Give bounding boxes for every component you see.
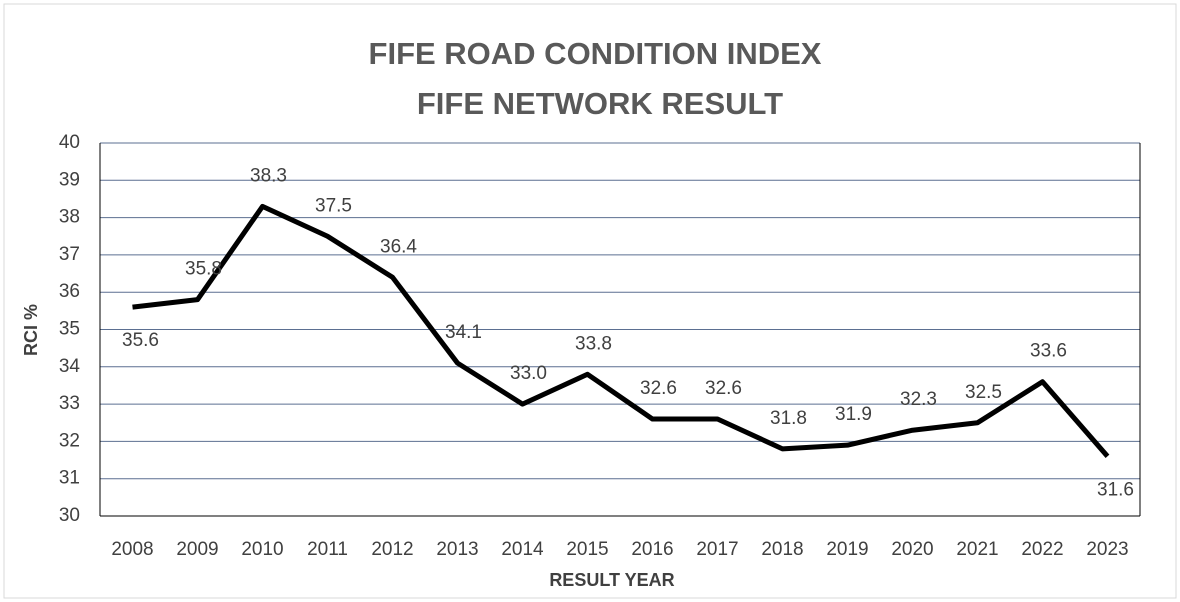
- y-axis-title: RCI %: [21, 304, 41, 356]
- y-tick-label: 34: [59, 356, 81, 377]
- y-tick-label: 38: [59, 207, 80, 228]
- data-label: 38.3: [250, 165, 287, 186]
- data-label: 37.5: [315, 195, 352, 216]
- x-tick-label: 2011: [307, 539, 348, 560]
- y-tick-label: 36: [59, 281, 80, 302]
- data-label: 36.4: [380, 236, 417, 257]
- chart-subtitle: FIFE NETWORK RESULT: [417, 86, 783, 121]
- y-tick-label: 40: [59, 132, 80, 153]
- x-tick-label: 2022: [1021, 539, 1063, 560]
- x-tick-label: 2014: [501, 539, 544, 560]
- y-tick-label: 37: [59, 244, 80, 265]
- data-label: 35.6: [122, 330, 159, 351]
- x-axis-title: RESULT YEAR: [549, 570, 674, 590]
- x-tick-label: 2020: [891, 539, 933, 560]
- y-tick-label: 33: [59, 393, 80, 414]
- data-label: 32.6: [640, 378, 677, 399]
- data-label: 33.0: [510, 363, 547, 384]
- x-tick-label: 2021: [956, 539, 998, 560]
- x-tick-label: 2010: [241, 539, 283, 560]
- data-line: [132, 203, 1110, 458]
- x-tick-label: 2023: [1086, 539, 1128, 560]
- data-label: 32.6: [705, 378, 742, 399]
- x-tick-label: 2008: [111, 539, 153, 560]
- x-tick-label: 2012: [371, 539, 413, 560]
- y-tick-label: 30: [59, 505, 80, 526]
- data-label: 35.8: [185, 259, 222, 280]
- y-tick-label: 31: [59, 468, 80, 489]
- y-tick-label: 39: [59, 169, 80, 190]
- data-label: 31.9: [835, 404, 872, 425]
- x-tick-label: 2009: [176, 539, 218, 560]
- x-tick-label: 2019: [826, 539, 868, 560]
- data-label: 33.6: [1030, 341, 1067, 362]
- x-tick-label: 2015: [566, 539, 608, 560]
- x-tick-label: 2016: [631, 539, 673, 560]
- x-tick-label: 2013: [436, 539, 478, 560]
- y-tick-label: 35: [59, 319, 80, 340]
- y-tick-label: 32: [59, 430, 80, 451]
- data-label: 31.6: [1097, 479, 1134, 500]
- chart-title: FIFE ROAD CONDITION INDEX: [369, 36, 822, 71]
- data-label: 32.5: [965, 382, 1002, 403]
- data-label: 34.1: [445, 322, 482, 343]
- x-tick-label: 2018: [761, 539, 803, 560]
- data-label: 31.8: [770, 408, 807, 429]
- data-label: 32.3: [900, 389, 937, 410]
- data-label: 33.8: [575, 333, 612, 354]
- x-tick-label: 2017: [696, 539, 738, 560]
